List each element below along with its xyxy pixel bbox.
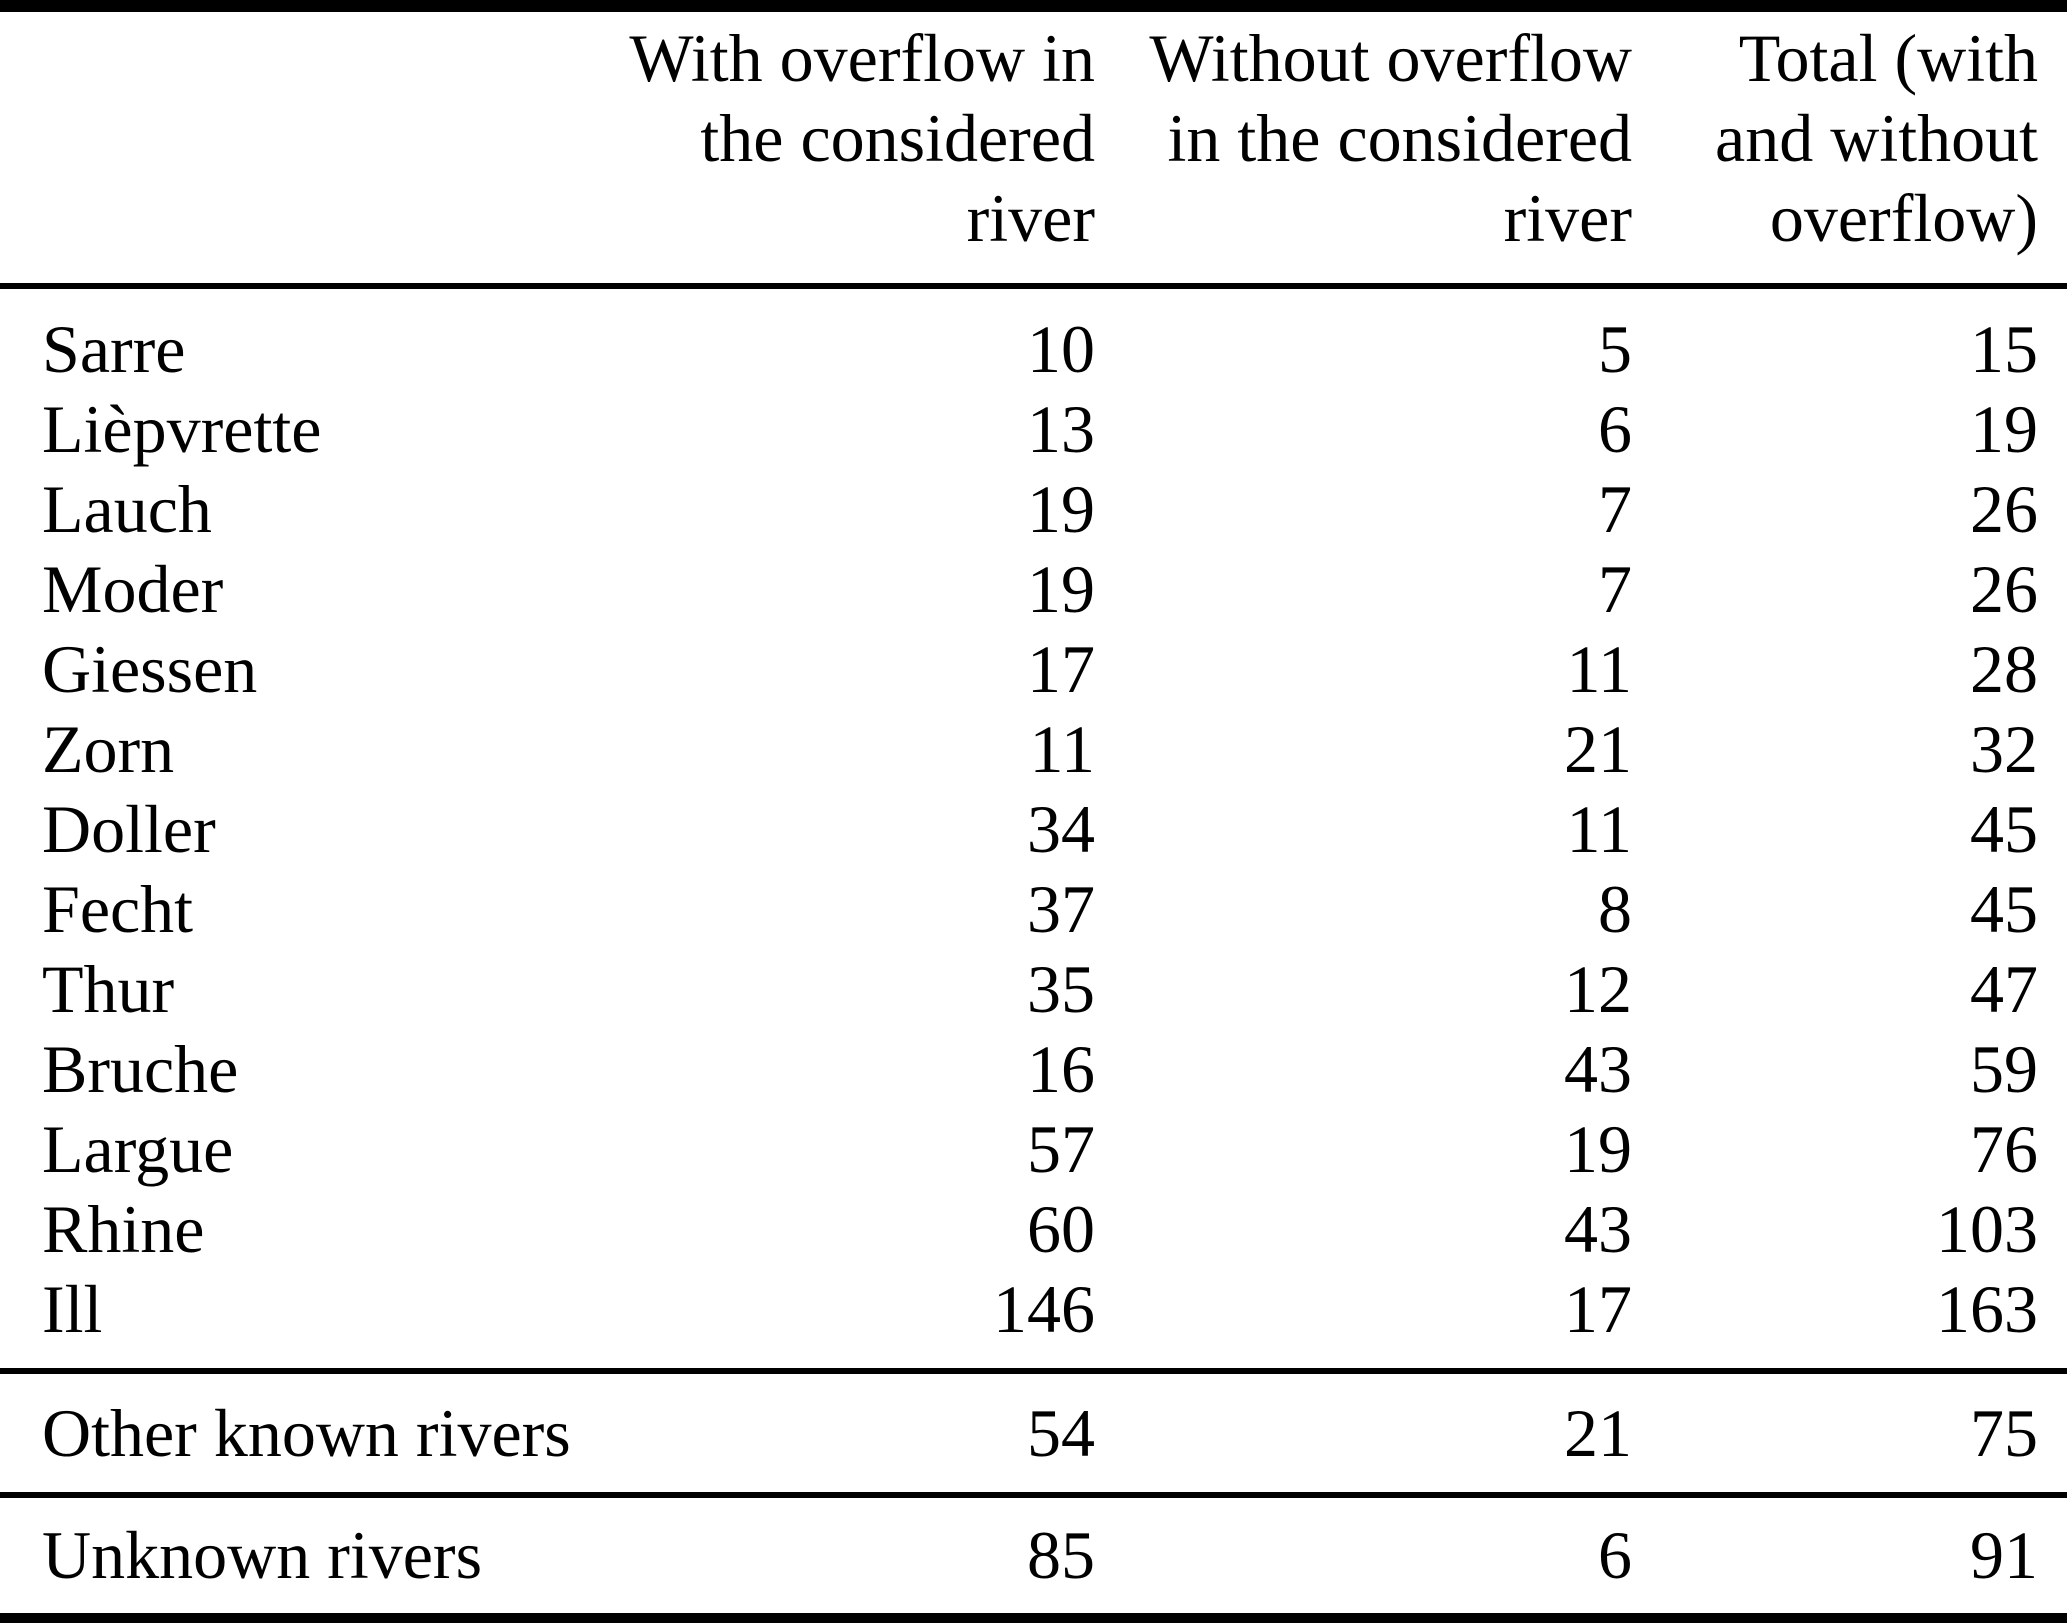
with-overflow-value: 19 (1027, 471, 1095, 547)
total-value: 59 (1970, 1031, 2038, 1107)
table-row: Other known rivers 54 21 75 (0, 1371, 2067, 1495)
total-value: 45 (1970, 871, 2038, 947)
table-row: Rhine 60 43 103 (0, 1189, 2067, 1269)
river-name: Giessen (42, 631, 258, 707)
header-line: Total (with (1738, 20, 2038, 96)
total-value: 91 (1970, 1517, 2038, 1593)
table-row: Bruche 16 43 59 (0, 1029, 2067, 1109)
table-row: Moder 19 7 26 (0, 549, 2067, 629)
header-line: the considered (700, 100, 1095, 176)
river-name: Sarre (42, 311, 186, 387)
without-overflow-value: 19 (1564, 1111, 1632, 1187)
table-row: Thur 35 12 47 (0, 949, 2067, 1029)
with-overflow-value: 85 (1027, 1517, 1095, 1593)
without-overflow-value: 7 (1598, 471, 1632, 547)
without-overflow-value: 43 (1564, 1191, 1632, 1267)
river-name: Lièpvrette (42, 391, 322, 467)
empty-header-cell (0, 6, 560, 286)
with-overflow-value: 11 (1029, 711, 1095, 787)
header-line: and without (1715, 100, 2038, 176)
river-name: Thur (42, 951, 175, 1027)
total-value: 15 (1970, 311, 2038, 387)
without-overflow-value: 5 (1598, 311, 1632, 387)
without-overflow-value: 21 (1564, 711, 1632, 787)
total-value: 76 (1970, 1111, 2038, 1187)
with-overflow-header: With overflow in the considered river (560, 6, 1095, 286)
total-value: 26 (1970, 471, 2038, 547)
table-row: Giessen 17 11 28 (0, 629, 2067, 709)
total-value: 32 (1970, 711, 2038, 787)
table-header: With overflow in the considered river Wi… (0, 6, 2067, 286)
header-row: With overflow in the considered river Wi… (0, 6, 2067, 286)
without-overflow-value: 17 (1564, 1271, 1632, 1347)
with-overflow-value: 19 (1027, 551, 1095, 627)
with-overflow-value: 54 (1027, 1395, 1095, 1471)
header-line: With overflow in (629, 20, 1095, 96)
with-overflow-value: 60 (1027, 1191, 1095, 1267)
header-line: river (1503, 180, 1632, 256)
river-name: Lauch (42, 471, 212, 547)
without-overflow-value: 11 (1566, 791, 1632, 867)
with-overflow-value: 17 (1027, 631, 1095, 707)
with-overflow-value: 37 (1027, 871, 1095, 947)
with-overflow-value: 13 (1027, 391, 1095, 467)
with-overflow-value: 16 (1027, 1031, 1095, 1107)
river-name: Bruche (42, 1031, 239, 1107)
river-name: Other known rivers (42, 1395, 571, 1471)
table-row: Zorn 11 21 32 (0, 709, 2067, 789)
with-overflow-value: 10 (1027, 311, 1095, 387)
total-value: 163 (1936, 1271, 2038, 1347)
table-row: Lauch 19 7 26 (0, 469, 2067, 549)
without-overflow-value: 21 (1564, 1395, 1632, 1471)
total-value: 28 (1970, 631, 2038, 707)
without-overflow-value: 7 (1598, 551, 1632, 627)
table-row: Largue 57 19 76 (0, 1109, 2067, 1189)
river-name: Largue (42, 1111, 234, 1187)
header-line: river (966, 180, 1095, 256)
header-line: Without overflow (1149, 20, 1632, 96)
without-overflow-header: Without overflow in the considered river (1095, 6, 1632, 286)
table-row: Sarre 10 5 15 (0, 286, 2067, 389)
without-overflow-value: 6 (1598, 1517, 1632, 1593)
table-row: Lièpvrette 13 6 19 (0, 389, 2067, 469)
header-line: in the considered (1167, 100, 1632, 176)
other-known-rivers-section: Other known rivers 54 21 75 (0, 1371, 2067, 1495)
with-overflow-value: 57 (1027, 1111, 1095, 1187)
total-value: 26 (1970, 551, 2038, 627)
with-overflow-value: 35 (1027, 951, 1095, 1027)
river-name: Fecht (42, 871, 194, 947)
without-overflow-value: 8 (1598, 871, 1632, 947)
without-overflow-value: 43 (1564, 1031, 1632, 1107)
total-value: 75 (1970, 1395, 2038, 1471)
river-name: Ill (42, 1271, 103, 1347)
total-value: 45 (1970, 791, 2038, 867)
header-line: overflow) (1769, 180, 2038, 256)
table-row: Unknown rivers 85 6 91 (0, 1495, 2067, 1618)
with-overflow-value: 34 (1027, 791, 1095, 867)
total-value: 103 (1936, 1191, 2038, 1267)
total-value: 19 (1970, 391, 2038, 467)
river-rows-section: Sarre 10 5 15 Lièpvrette 13 6 19 Lauch 1… (0, 286, 2067, 1371)
table-row: Doller 34 11 45 (0, 789, 2067, 869)
without-overflow-value: 6 (1598, 391, 1632, 467)
river-name: Doller (42, 791, 216, 867)
river-name: Zorn (42, 711, 175, 787)
without-overflow-value: 11 (1566, 631, 1632, 707)
with-overflow-value: 146 (993, 1271, 1095, 1347)
table-row: Ill 146 17 163 (0, 1269, 2067, 1371)
total-value: 47 (1970, 951, 2038, 1027)
unknown-rivers-section: Unknown rivers 85 6 91 (0, 1495, 2067, 1618)
without-overflow-value: 12 (1564, 951, 1632, 1027)
river-name: Rhine (42, 1191, 205, 1267)
river-name: Moder (42, 551, 224, 627)
total-header: Total (with and without overflow) (1632, 6, 2067, 286)
river-name: Unknown rivers (42, 1517, 483, 1593)
table-row: Fecht 37 8 45 (0, 869, 2067, 949)
